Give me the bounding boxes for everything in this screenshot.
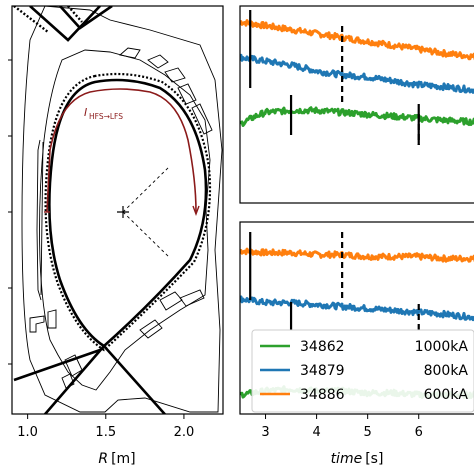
legend-current: 800kA: [424, 363, 469, 379]
lower-axes-frame: [239, 221, 474, 415]
legend-shot: 34879: [300, 363, 345, 379]
legend-box: [251, 329, 474, 413]
axis-rays: [122, 165, 171, 259]
separatrix-solid: [48, 78, 208, 348]
lower-x-point-legs: [13, 345, 167, 414]
upper-divertor-structures: [119, 47, 213, 135]
upper-dotted-leg: [13, 6, 83, 33]
left-axes-frame: [11, 5, 224, 415]
lower-x-tick-label: 3: [261, 425, 269, 440]
current-annotation-subscript: HFS→LFS: [89, 112, 123, 121]
upper-x-point-leg: [29, 6, 113, 42]
left-y-ticks: [8, 59, 12, 365]
magnetic-axis-marker: [117, 206, 129, 218]
inner-limiter-tiles: [36, 139, 44, 301]
lower-x-tick-label: 6: [415, 425, 423, 440]
series-line-34879: [240, 295, 474, 322]
lower-x-axis-label: time [s]: [331, 451, 384, 467]
left-x-ticks: 1.0 1.5 2.0: [17, 414, 194, 440]
legend-current: 600kA: [424, 387, 469, 403]
left-x-tick-label: 1.0: [17, 425, 38, 440]
legend: 34862 1000kA 34879 800kA 34886 600kA: [251, 329, 474, 413]
upper-traces-plot: [240, 10, 474, 145]
lower-x-tick-label: 5: [364, 425, 372, 440]
vessel-outline: [21, 6, 223, 413]
separatrix-dotted: [44, 72, 212, 352]
series-line-34886: [240, 247, 474, 263]
left-x-axis-label: R [m]: [98, 451, 135, 467]
upper-axes-frame: [239, 5, 474, 204]
lower-divertor-structures: [29, 289, 205, 389]
legend-current: 1000kA: [415, 339, 469, 355]
left-x-tick-label: 2.0: [174, 425, 195, 440]
series-line-34862: [240, 106, 474, 127]
cross-section-plot: I HFS→LFS: [13, 6, 223, 414]
current-path-arrow: [46, 88, 197, 213]
lower-x-ticks: 3 4 5 6: [261, 414, 423, 440]
lower-x-tick-label: 4: [312, 425, 320, 440]
left-x-tick-label: 1.5: [95, 425, 116, 440]
legend-shot: 34862: [300, 339, 345, 355]
series-line-34886: [240, 19, 474, 61]
current-arrow-head: [192, 205, 200, 216]
series-line-34879: [240, 53, 474, 95]
legend-shot: 34886: [300, 387, 345, 403]
current-annotation-label: I: [84, 106, 87, 119]
